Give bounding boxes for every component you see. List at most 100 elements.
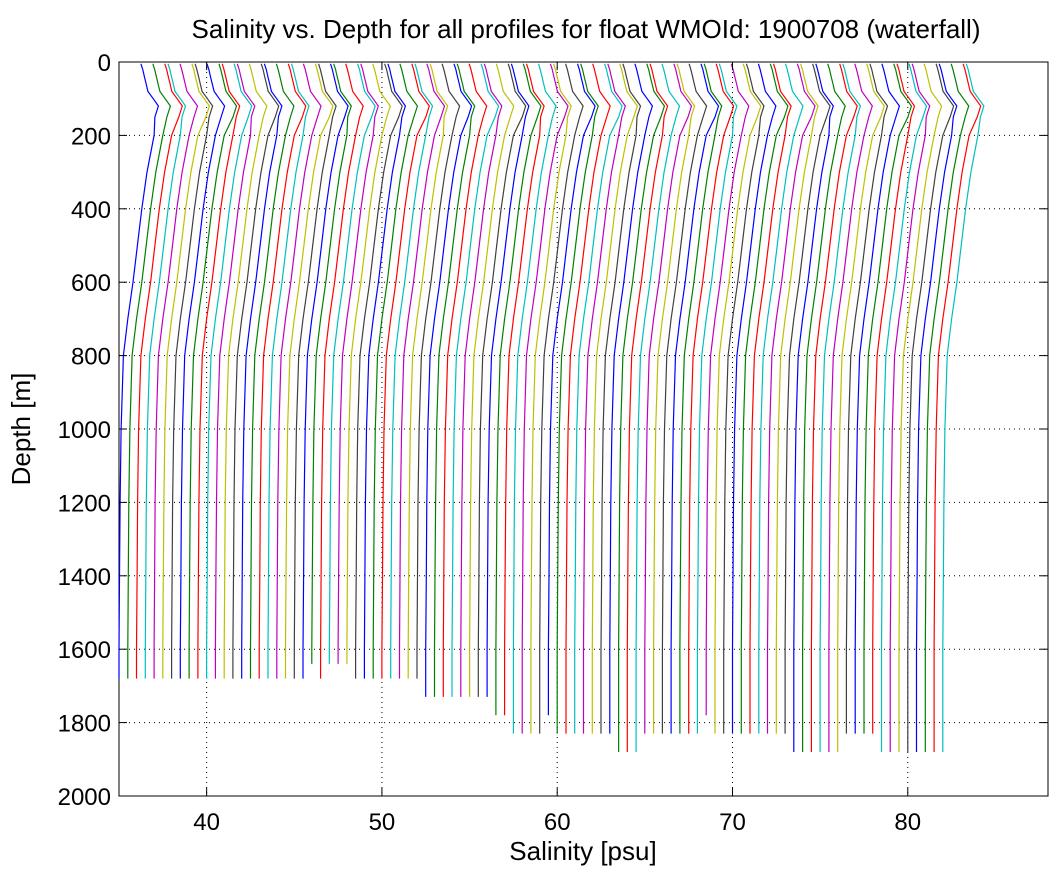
- salinity-profile-line: [854, 63, 901, 734]
- salinity-profile-line: [363, 63, 407, 679]
- salinity-profile-line: [162, 63, 211, 679]
- salinity-profile-line: [477, 63, 527, 697]
- salinity-profile-line: [539, 63, 584, 734]
- y-tick-label: 400: [71, 197, 111, 224]
- salinity-profile-line: [442, 63, 488, 697]
- salinity-profile-line: [197, 63, 241, 679]
- salinity-profile-line: [880, 63, 928, 752]
- salinity-profile-line: [425, 63, 473, 697]
- salinity-profile-line: [933, 63, 982, 752]
- x-tick-label: 50: [369, 809, 396, 836]
- salinity-profile-line: [232, 63, 280, 679]
- salinity-profile-line: [837, 63, 885, 752]
- salinity-profile-line: [758, 63, 804, 734]
- salinity-profile-line: [924, 63, 970, 752]
- salinity-profile-line: [407, 63, 449, 679]
- salinity-profile-line: [451, 63, 500, 697]
- salinity-profile-line: [714, 63, 762, 734]
- salinity-profile-line: [276, 63, 322, 679]
- salinity-profile-line: [135, 63, 183, 679]
- salinity-profile-line: [433, 63, 476, 697]
- y-tick-label: 1800: [58, 711, 111, 738]
- salinity-profile-line: [556, 63, 599, 734]
- x-tick-label: 40: [193, 809, 220, 836]
- salinity-profile-line: [381, 63, 430, 679]
- salinity-profile-line: [530, 63, 572, 734]
- salinity-profile-line: [652, 63, 696, 734]
- salinity-profile-line: [574, 63, 623, 734]
- y-tick-label: 1200: [58, 490, 111, 517]
- axes: 40 50 60 70 80020040060080010001200140016001…: [58, 50, 1048, 836]
- salinity-profile-line: [609, 63, 654, 734]
- salinity-profile-line: [749, 63, 792, 734]
- salinity-profile-line: [416, 63, 461, 679]
- salinity-profile-line: [171, 63, 214, 679]
- salinity-profile-line: [179, 63, 226, 679]
- salinity-profile-line: [486, 63, 530, 697]
- y-tick-label: 600: [71, 270, 111, 297]
- salinity-profile-line: [504, 63, 545, 716]
- salinity-profile-line: [512, 63, 557, 734]
- salinity-profile-line: [547, 63, 596, 716]
- salinity-profile-line: [845, 63, 889, 734]
- salinity-profile-line: [302, 63, 349, 679]
- salinity-profile-line: [153, 63, 199, 679]
- salinity-profile-line: [617, 63, 666, 752]
- salinity-profile-line: [688, 63, 735, 734]
- salinity-profile-line: [784, 63, 831, 734]
- salinity-profile-line: [249, 63, 295, 679]
- y-tick-label: 1600: [58, 637, 111, 664]
- x-tick-label: 70: [719, 809, 746, 836]
- salinity-profile-line: [469, 63, 515, 697]
- salinity-profile-line: [144, 63, 187, 679]
- salinity-profile-line: [819, 63, 862, 752]
- salinity-profile-line: [328, 63, 376, 664]
- salinity-profile-line: [372, 63, 419, 679]
- salinity-profile-line: [565, 63, 611, 734]
- salinity-profile-line: [661, 63, 708, 734]
- salinity-profile-line: [723, 63, 765, 734]
- salinity-profile-line: [346, 63, 391, 664]
- salinity-profile-line: [206, 63, 253, 679]
- salinity-profile-line: [705, 63, 750, 716]
- chart-title: Salinity vs. Depth for all profiles for …: [192, 14, 981, 44]
- salinity-profile-line: [320, 63, 364, 679]
- y-tick-label: 1000: [58, 417, 111, 444]
- salinity-profile-line: [915, 63, 958, 752]
- x-tick-label: 80: [894, 809, 921, 836]
- y-tick-label: 2000: [58, 784, 111, 811]
- salinity-profile-line: [626, 63, 669, 752]
- salinity-profile-line: [355, 63, 403, 679]
- salinity-profile-line: [889, 63, 931, 752]
- salinity-profile-line: [127, 63, 172, 679]
- salinity-profile-line: [679, 63, 723, 734]
- salinity-profile-line: [898, 63, 943, 752]
- salinity-profile-line: [828, 63, 873, 752]
- x-axis-label: Salinity [psu]: [509, 836, 656, 866]
- salinity-profile-line: [337, 63, 379, 664]
- salinity-profile-line: [810, 63, 858, 752]
- salinity-profile-line: [696, 63, 738, 734]
- salinity-profile-line: [521, 63, 569, 734]
- salinity-profile-line: [390, 63, 434, 679]
- salinity-profile-line: [907, 63, 955, 752]
- y-tick-label: 200: [71, 123, 111, 150]
- salinity-profile-line: [311, 63, 352, 664]
- salinity-profile-line: [635, 63, 681, 752]
- salinity-profile-line: [460, 63, 503, 697]
- salinity-profile-line: [740, 63, 789, 734]
- salinity-profile-line: [398, 63, 446, 679]
- salinity-profile-line: [223, 63, 268, 679]
- y-tick-label: 800: [71, 344, 111, 371]
- salinity-profile-line: [214, 63, 256, 679]
- salinity-profile-line: [644, 63, 693, 734]
- y-tick-label: 0: [98, 50, 111, 77]
- y-axis-label: Depth [m]: [6, 373, 36, 486]
- salinity-profile-line: [258, 63, 307, 679]
- salinity-profile-line: [188, 63, 238, 679]
- salinity-profile-line: [495, 63, 542, 716]
- salinity-profile-line: [118, 63, 160, 679]
- profiles-layer: [118, 63, 985, 752]
